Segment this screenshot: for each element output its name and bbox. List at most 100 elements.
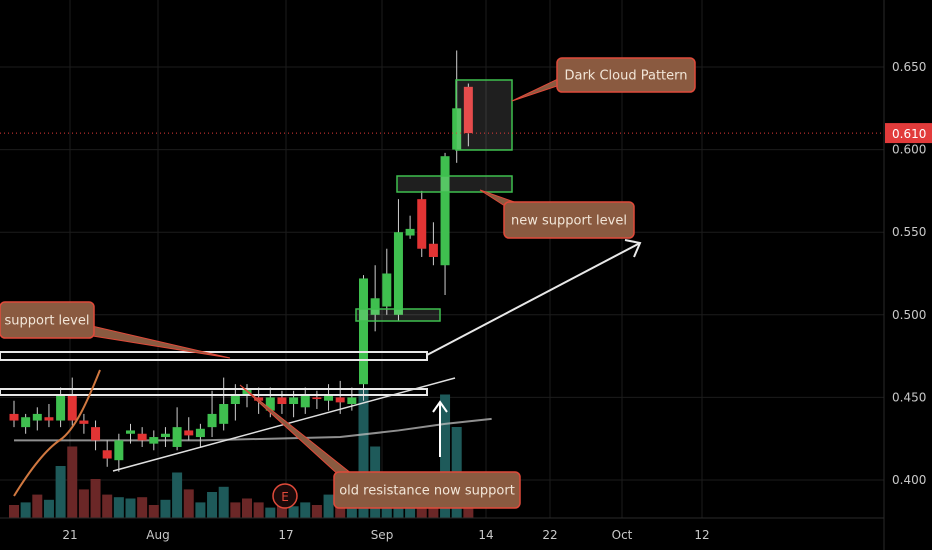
candle-body	[347, 397, 357, 405]
up-arrow-head	[432, 400, 448, 413]
candle-body	[126, 430, 135, 434]
candle-body	[149, 437, 159, 444]
candle-body	[382, 273, 392, 307]
volume-bar	[323, 494, 334, 518]
candle-body	[359, 278, 368, 385]
dark-cloud-callout: Dark Cloud Pattern	[511, 57, 696, 102]
candle-body	[207, 413, 217, 428]
volume-bar	[32, 494, 43, 518]
volume-bar	[20, 502, 31, 518]
last-price-label: 0.610	[892, 127, 926, 141]
drawings: Dark Cloud Pattern new support level suppo…	[0, 57, 884, 509]
candle-body	[79, 420, 89, 424]
arrow-head	[624, 239, 642, 258]
volume-bar	[90, 479, 101, 518]
candle-body	[184, 430, 194, 436]
price-tick-label: 0.650	[892, 60, 926, 74]
candle-body	[44, 417, 54, 421]
candle-body	[440, 156, 450, 266]
time-tick-label: 14	[478, 528, 493, 542]
volume-bar	[358, 388, 369, 518]
candle-body	[324, 395, 334, 401]
volume-bar	[67, 446, 78, 518]
volume-bar	[311, 505, 322, 518]
volume-bar	[242, 498, 252, 518]
candle-body	[56, 394, 66, 421]
candle-body	[265, 397, 275, 411]
candle-body	[463, 86, 473, 134]
candle-body	[370, 298, 380, 315]
candle-body	[91, 427, 101, 441]
orange-curve	[13, 369, 101, 497]
price-tick-label: 0.450	[892, 390, 926, 404]
price-tick-label: 0.400	[892, 473, 926, 487]
volume-bar	[137, 497, 148, 518]
price-tick-label: 0.550	[892, 225, 926, 239]
volume-bar	[55, 466, 66, 518]
candle-body	[9, 413, 19, 421]
dark-cloud-callout-box	[556, 57, 696, 93]
candle-body	[137, 433, 147, 441]
dark-cloud-box	[455, 79, 513, 151]
price-tick-label: 0.600	[892, 143, 926, 157]
candle-body	[405, 228, 415, 236]
candle-body	[335, 397, 345, 403]
volume-bar	[265, 507, 276, 518]
time-tick-label: Oct	[612, 528, 633, 542]
support-level-callout-pointer	[78, 325, 231, 359]
support-zone-upper	[0, 351, 428, 361]
price-axis-bg	[884, 0, 932, 550]
candle-body	[160, 433, 170, 438]
volume-bar	[253, 502, 264, 518]
projection-arrow-line	[426, 242, 641, 356]
volume-bar	[78, 489, 89, 518]
candle-body	[417, 199, 427, 249]
candle-body	[312, 397, 322, 400]
volume-bar	[43, 499, 54, 518]
time-tick-label: Sep	[371, 528, 394, 542]
support-level-callout-text: support level	[5, 314, 90, 329]
candles	[9, 50, 473, 472]
candle-body	[67, 394, 77, 421]
volume-bar	[148, 505, 159, 518]
volume-bar	[160, 499, 171, 518]
price-tick-label: 0.500	[892, 308, 926, 322]
volume-bar	[440, 394, 451, 518]
last-price-badge	[885, 123, 932, 144]
old-resistance-callout-text: old resistance now support	[339, 484, 515, 499]
candle-body	[277, 397, 287, 405]
new-support-box	[396, 175, 513, 193]
candle-body	[114, 440, 124, 461]
candle-body	[195, 428, 205, 438]
earnings-marker	[272, 483, 298, 509]
volume-bar	[276, 505, 287, 518]
candle-body	[254, 397, 264, 401]
support-zone-lower	[0, 388, 428, 396]
new-support-callout-box	[503, 201, 635, 239]
support-level-callout: support level	[0, 301, 231, 359]
support-level-callout-box	[0, 301, 95, 339]
breakout-box	[355, 308, 441, 322]
time-tick-label: 12	[694, 528, 709, 542]
candle-body	[289, 397, 299, 405]
candle-body	[172, 427, 182, 447]
volume-bar	[9, 505, 19, 518]
dark-cloud-callout-text: Dark Cloud Pattern	[564, 69, 687, 84]
candle-body	[102, 450, 112, 459]
volume-bar	[195, 502, 206, 518]
candle-body	[21, 417, 31, 428]
time-tick-label: 21	[62, 528, 77, 542]
time-tick-label: 17	[278, 528, 293, 542]
earnings-marker-label: E	[281, 490, 289, 504]
old-resistance-callout: old resistance now support	[239, 384, 521, 509]
candle-body	[32, 413, 42, 421]
volume-bar	[218, 486, 229, 518]
volume-bar	[125, 498, 136, 518]
volume-bar	[102, 494, 113, 518]
volume-bar	[183, 489, 194, 518]
time-tick-label: Aug	[146, 528, 169, 542]
volume-bar	[207, 492, 218, 518]
candle-body	[393, 232, 403, 315]
